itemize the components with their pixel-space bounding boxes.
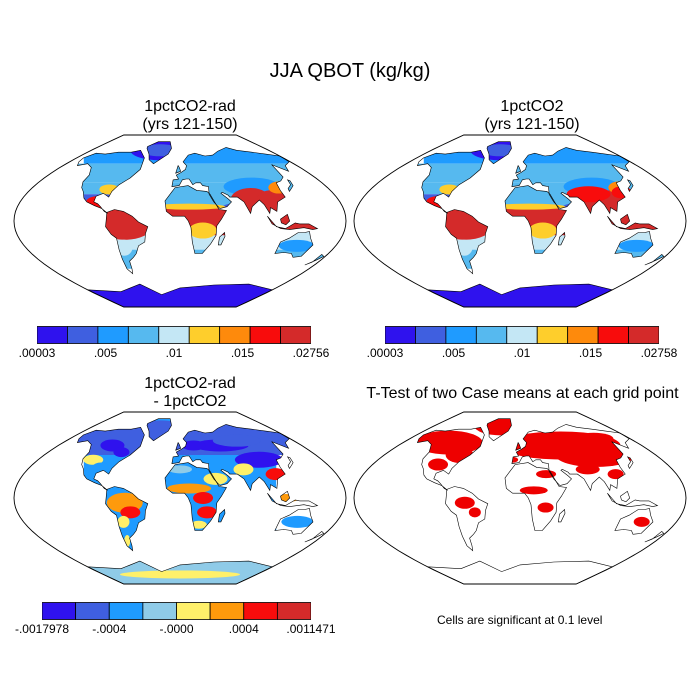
colorbar-swatch [108, 602, 144, 620]
colorbar-tick-label: .02756 [292, 346, 330, 360]
colorbar-tick-label: .005 [93, 346, 118, 360]
map-diff [13, 411, 347, 585]
panel-title-rad-line1: 1pctCO2-rad [144, 98, 236, 115]
map-rad [13, 134, 347, 308]
colorbar-swatch [142, 602, 177, 620]
panel-title-rad-line2: (yrs 121-150) [142, 116, 238, 133]
panel-title-ctl-line1: 1pctCO2 [500, 98, 564, 115]
colorbar-swatch [219, 326, 251, 344]
panel-title-rad: 1pctCO2-rad (yrs 121-150) [30, 98, 350, 134]
land-fill [417, 418, 650, 527]
land-fill [417, 141, 664, 307]
colorbar-diff: -.0017978 -.0004 -.0000 .0004 .0011471 [15, 602, 336, 636]
colorbar-swatch [67, 326, 99, 344]
panel-title-ttest-line1: T-Test of two Case means at each grid po… [366, 385, 679, 402]
significance-footnote: Cells are significant at 0.1 level [437, 613, 603, 627]
colorbar-tick-label: .01 [513, 346, 531, 360]
colorbar-swatch [280, 326, 311, 344]
panel-title-ttest: T-Test of two Case means at each grid po… [355, 385, 690, 403]
colorbar-tick-label: -.0004 [92, 622, 127, 636]
colorbar-swatch [188, 326, 221, 344]
coastlines [76, 141, 325, 308]
colorbar-tick-label: .0004 [228, 622, 259, 636]
colorbar-rad: .00003 .005 .01 .015 .02756 [19, 326, 329, 360]
colorbar-swatch [243, 602, 278, 620]
colorbar-swatch [209, 602, 245, 620]
land-fill [77, 418, 324, 584]
globe-outline [353, 134, 687, 308]
colorbar-tick-label: .005 [441, 346, 466, 360]
colorbar-tick-label: .02758 [640, 346, 678, 360]
colorbar-tick-label: .015 [230, 346, 255, 360]
colorbar-tick-label: .0011471 [286, 622, 336, 636]
map-ctl [353, 134, 687, 308]
coastlines [416, 418, 665, 585]
colorbar-swatch [506, 326, 538, 344]
colorbar-tick-label: -.0017978 [14, 622, 70, 636]
panel-title-diff-line2: - 1pctCO2 [153, 393, 227, 410]
globe-outline [353, 411, 687, 585]
colorbar-swatch [597, 326, 629, 344]
colorbar-ctl: .00003 .005 .01 .015 .02758 [367, 326, 677, 360]
colorbar-swatch [475, 326, 508, 344]
colorbar-tick-label: .01 [165, 346, 183, 360]
figure-title: JJA QBOT (kg/kg) [269, 60, 431, 82]
colorbar-swatch [158, 326, 190, 344]
colorbar-tick-label: .00003 [366, 346, 404, 360]
globe-outline [13, 411, 347, 585]
colorbar-swatch [127, 326, 160, 344]
colorbar-swatch [385, 326, 416, 344]
colorbar-tick-label: .015 [578, 346, 603, 360]
colorbar-swatch [445, 326, 477, 344]
panel-title-ctl: 1pctCO2 (yrs 121-150) [372, 98, 692, 134]
colorbar-swatch [249, 326, 281, 344]
colorbar-swatch [415, 326, 447, 344]
panel-title-diff: 1pctCO2-rad - 1pctCO2 [30, 375, 350, 411]
panel-title-diff-line1: 1pctCO2-rad [144, 375, 236, 392]
colorbar-tick-label: .00003 [18, 346, 56, 360]
colorbar-swatch [628, 326, 659, 344]
land-fill [77, 141, 324, 307]
colorbar-swatch [75, 602, 110, 620]
panel-title-ctl-line2: (yrs 121-150) [484, 116, 580, 133]
colorbar-swatch [567, 326, 599, 344]
colorbar-swatch [42, 602, 77, 620]
globe-outline [13, 134, 347, 308]
colorbar-swatch [276, 602, 311, 620]
colorbar-swatch [176, 602, 211, 620]
colorbar-swatch [97, 326, 129, 344]
map-ttest [353, 411, 687, 585]
colorbar-swatch [536, 326, 569, 344]
colorbar-tick-label: -.0000 [159, 622, 194, 636]
colorbar-swatch [37, 326, 68, 344]
